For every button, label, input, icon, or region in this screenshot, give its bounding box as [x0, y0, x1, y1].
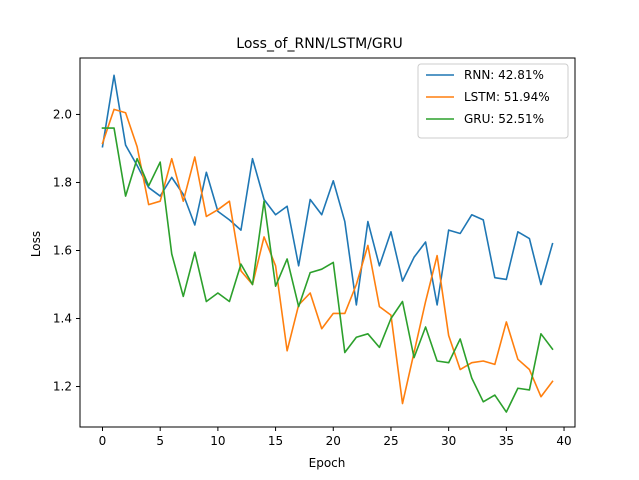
- x-tick-label: 20: [326, 434, 341, 448]
- y-axis-ticks: 1.2 1.4 1.6 1.8 2.0: [53, 107, 80, 394]
- x-axis-label: Epoch: [309, 456, 346, 470]
- legend: RNN: 42.81% LSTM: 51.94% GRU: 52.51%: [417, 63, 569, 139]
- x-tick-label: 10: [210, 434, 225, 448]
- plot-area: 0 5 10 15 20 25 30 35 40 1.2 1.4 1.6 1.8 2.0: [53, 57, 576, 448]
- x-axis-ticks: 0 5 10 15 20 25 30 35 40: [99, 427, 572, 448]
- legend-label: RNN: 42.81%: [464, 68, 544, 82]
- x-tick-label: 35: [499, 434, 514, 448]
- y-tick-label: 1.4: [53, 312, 72, 326]
- y-tick-label: 1.2: [53, 380, 72, 394]
- y-axis-label: Loss: [29, 231, 43, 257]
- series-layer: [101, 74, 554, 413]
- x-tick-label: 40: [556, 434, 571, 448]
- series-line-rnn: [101, 74, 554, 306]
- x-tick-label: 0: [99, 434, 107, 448]
- x-tick-label: 5: [156, 434, 164, 448]
- series-line-lstm: [101, 108, 554, 405]
- axes-frame: [79, 57, 576, 428]
- y-tick-label: 1.8: [53, 175, 72, 189]
- x-tick-label: 15: [268, 434, 283, 448]
- legend-label: GRU: 52.51%: [464, 112, 544, 126]
- x-tick-label: 30: [441, 434, 456, 448]
- series-line-gru: [101, 127, 554, 413]
- x-tick-label: 25: [383, 434, 398, 448]
- y-tick-label: 1.6: [53, 243, 72, 257]
- legend-box: [417, 63, 569, 139]
- legend-label: LSTM: 51.94%: [464, 90, 550, 104]
- y-tick-label: 2.0: [53, 107, 72, 121]
- chart-title: Loss_of_RNN/LSTM/GRU: [236, 36, 402, 52]
